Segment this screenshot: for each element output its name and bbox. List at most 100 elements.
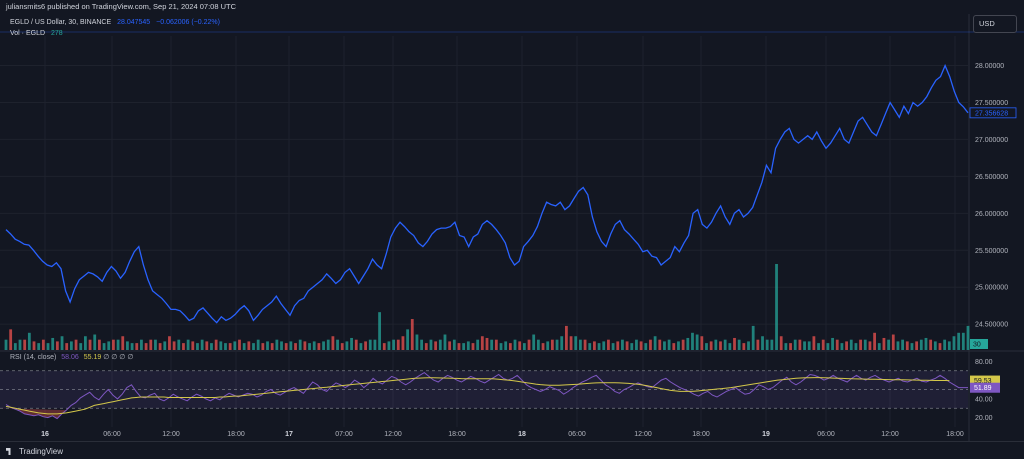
volume-bar <box>882 337 886 350</box>
volume-bar <box>961 332 965 350</box>
volume-last-tag-label: 30 <box>973 342 981 349</box>
volume-bar <box>102 343 106 350</box>
tradingview-logo[interactable]: TradingView <box>6 447 63 456</box>
currency-button[interactable]: USD <box>973 15 1017 33</box>
volume-bar <box>158 343 162 350</box>
volume-bar <box>863 339 867 350</box>
volume-bar <box>877 343 881 350</box>
volume-bar <box>938 343 942 350</box>
volume-bar <box>191 341 195 350</box>
volume-bar <box>789 343 792 350</box>
volume-bar <box>32 341 36 350</box>
volume-bar <box>98 339 101 350</box>
volume-bar <box>238 339 241 350</box>
volume-bar <box>107 341 111 350</box>
rsi-ma-line <box>5 377 950 415</box>
volume-bar <box>719 341 722 350</box>
volume-bar <box>933 341 937 350</box>
volume-bar <box>69 341 73 350</box>
volume-bar <box>214 339 218 350</box>
volume-bar <box>23 339 27 350</box>
volume-bar <box>275 339 279 350</box>
volume-bar <box>476 339 480 350</box>
volume-bar <box>312 341 316 350</box>
volume-bar <box>242 343 246 350</box>
volume-bar <box>681 339 685 350</box>
volume-bar <box>55 341 59 350</box>
volume-bar <box>635 339 638 350</box>
volume-bar <box>37 343 41 350</box>
volume-bar <box>579 339 582 350</box>
volume-bar <box>840 343 844 350</box>
volume-bar <box>448 341 452 350</box>
volume-bar <box>443 334 447 350</box>
chart-canvas[interactable]: 28.00000 27.500000 27.000000 26.500000 26.00… <box>0 0 1024 441</box>
volume-bar <box>415 334 419 350</box>
volume-bar <box>289 341 293 350</box>
volume-bar <box>747 341 750 350</box>
volume-bar <box>532 334 536 350</box>
volume-bar <box>144 343 148 350</box>
volume-bar <box>583 339 587 350</box>
volume-bar <box>588 343 592 350</box>
volume-bar <box>854 343 858 350</box>
volume-bar <box>630 343 634 350</box>
volume-bar <box>901 339 905 350</box>
volume-bar <box>317 343 321 350</box>
volume-bar <box>88 339 92 350</box>
volume-bar <box>728 343 732 350</box>
volume-bar <box>607 339 610 350</box>
volume-bar <box>154 339 157 350</box>
volume-bar <box>303 341 307 350</box>
volume-bar <box>452 339 456 350</box>
volume-bar <box>112 339 115 350</box>
volume-bar <box>373 339 377 350</box>
last-price-tag <box>969 107 1017 119</box>
volume-bar <box>434 341 438 350</box>
price-line <box>5 63 969 324</box>
volume-bar <box>569 336 573 350</box>
volume-bar <box>60 336 64 350</box>
volume-bar <box>555 339 559 350</box>
price-tick-label: 24.500000 <box>975 322 1008 329</box>
price-change: −0.062006 (−0.22%) <box>156 19 220 26</box>
volume-bar <box>826 343 830 350</box>
volume-bar <box>149 339 153 350</box>
volume-bar <box>65 343 69 350</box>
volume-bar <box>345 341 349 350</box>
volume-bar <box>616 341 620 350</box>
volume-bar <box>135 343 139 350</box>
volume-bar <box>51 337 55 350</box>
volume-bar <box>564 325 568 350</box>
time-tick-label: 12:00 <box>384 431 402 438</box>
price-tick-label: 26.500000 <box>975 174 1008 181</box>
volume-bar <box>424 343 428 350</box>
volume-bar <box>653 336 657 350</box>
volume-bar <box>186 339 190 350</box>
volume-bar <box>378 312 381 350</box>
volume-bar <box>845 341 848 350</box>
volume-bar <box>649 339 652 350</box>
volume-bar <box>644 343 648 350</box>
rsi-tick-label: 80.00 <box>975 359 993 366</box>
volume-bar <box>751 325 755 350</box>
volume-bar <box>952 336 956 350</box>
volume-bar <box>639 341 643 350</box>
volume-bar <box>686 337 690 350</box>
time-tick-label: 18 <box>518 431 526 438</box>
volume-bar <box>817 343 820 350</box>
volume-bar <box>261 343 265 350</box>
time-tick-label: 18:00 <box>448 431 466 438</box>
rsi-legend: RSI (14, close) 58.06 55.19 ∅ ∅ ∅ ∅ <box>10 353 133 361</box>
time-tick-label: 17 <box>285 431 293 438</box>
volume-bar <box>27 332 31 350</box>
volume-value: 278 <box>50 30 63 37</box>
volume-bar <box>574 336 578 350</box>
volume-bar <box>700 336 704 350</box>
time-tick-label: 12:00 <box>881 431 899 438</box>
volume-bar <box>163 341 167 350</box>
volume-bar <box>677 341 680 350</box>
volume-bar <box>770 339 774 350</box>
volume-bar <box>219 341 223 350</box>
volume-bar <box>130 343 134 350</box>
